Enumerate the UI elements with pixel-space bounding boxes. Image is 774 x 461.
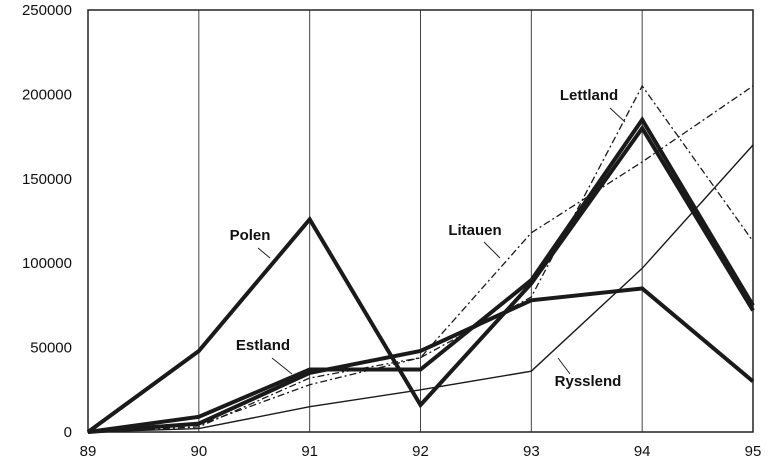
series-line-litauen	[87, 85, 754, 433]
x-tick-label: 91	[301, 443, 318, 460]
series-line-unlabeled-5	[87, 144, 754, 433]
grid	[198, 10, 643, 432]
leader-line-rysslend	[557, 357, 571, 375]
y-tick-label: 0	[64, 424, 72, 441]
series-line-estland	[87, 116, 755, 434]
x-tick-label: 90	[190, 443, 207, 460]
series-line-polen	[86, 124, 755, 434]
plot-frame	[87, 9, 754, 433]
y-tick-label: 200000	[22, 86, 72, 103]
x-tick-label: 89	[80, 443, 97, 460]
x-tick-label: 92	[412, 443, 429, 460]
leader-line-lettland	[609, 107, 626, 123]
y-tick-label: 250000	[22, 2, 72, 19]
series-line-lettland	[87, 84, 754, 433]
y-tick-label: 150000	[22, 171, 72, 188]
y-tick-label: 50000	[30, 340, 72, 357]
leader-line-estland	[271, 357, 293, 375]
x-axis-ticks: 89 90 91 92 93 94 95	[80, 443, 762, 460]
y-tick-label: 100000	[22, 255, 72, 272]
series-line-rysslend	[87, 286, 755, 434]
series-label-polen: Polen	[230, 227, 271, 244]
x-tick-label: 94	[634, 443, 651, 460]
x-tick-label: 93	[523, 443, 540, 460]
series-label-lettland: Lettland	[560, 87, 618, 104]
x-tick-label: 95	[745, 443, 762, 460]
series-label-litauen: Litauen	[448, 222, 501, 239]
y-axis-ticks: 0 50000 100000 150000 200000 250000	[22, 2, 72, 441]
series-lines	[86, 84, 755, 434]
plot-area	[87, 9, 754, 433]
series-label-estland: Estland	[236, 337, 290, 354]
series-labels: Polen Estland Rysslend Lettland Litauen	[230, 87, 626, 390]
series-label-rysslend: Rysslend	[555, 373, 622, 390]
leader-line-polen	[257, 247, 271, 259]
leader-line-litauen	[483, 241, 501, 259]
